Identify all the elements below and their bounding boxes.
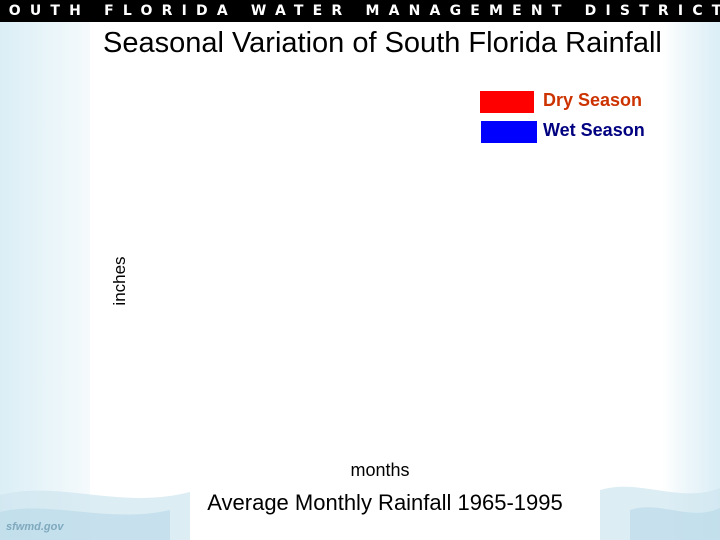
legend-swatch-wet-season bbox=[481, 121, 537, 143]
legend-label-dry-season: Dry Season bbox=[543, 90, 643, 110]
left-decorative-strip bbox=[0, 22, 90, 540]
agency-banner: SOUTH FLORIDA WATER MANAGEMENT DISTRICT bbox=[0, 0, 720, 22]
legend-swatch-dry-season bbox=[480, 91, 534, 113]
chart-subtitle: Average Monthly Rainfall 1965-1995 bbox=[207, 490, 563, 515]
sfwmd-logo: sfwmd.gov bbox=[6, 521, 64, 533]
legend-label-wet-season: Wet Season bbox=[543, 120, 645, 140]
chart-title: Seasonal Variation of South Florida Rain… bbox=[103, 27, 662, 59]
x-axis-label: months bbox=[350, 460, 410, 480]
y-axis-label: inches bbox=[110, 256, 129, 306]
wave-decoration bbox=[0, 486, 720, 540]
right-decorative-strip bbox=[662, 22, 720, 540]
